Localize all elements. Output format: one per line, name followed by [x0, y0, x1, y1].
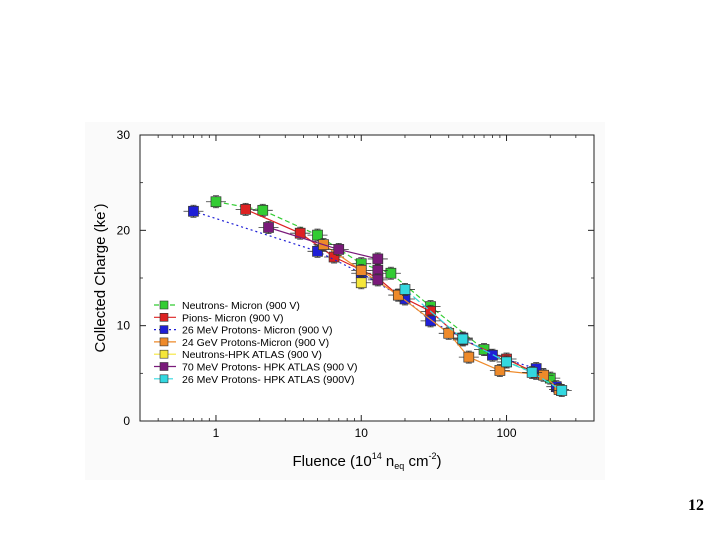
- chart: 1 10 100 0 10 20 30 Neutrons- Micron (900 V) Pi…: [85, 122, 605, 480]
- legend-label: 26 MeV Protons- HPK ATLAS (900V): [182, 374, 355, 386]
- legend: Neutrons- Micron (900 V)Pions- Micron (9…: [154, 300, 357, 386]
- y-tick-label: 10: [117, 319, 131, 333]
- legend-marker: [159, 313, 169, 322]
- data-point-marker: [463, 351, 475, 363]
- data-point-marker: [257, 204, 269, 216]
- data-point-marker: [425, 315, 436, 327]
- page-number: 12: [688, 497, 704, 514]
- x-label-close: ): [436, 453, 441, 470]
- axes: 1 10 100 0 10 20 30: [117, 128, 594, 440]
- data-point-marker: [263, 222, 274, 233]
- legend-label: 70 MeV Protons- HPK ATLAS (900 V): [182, 362, 357, 374]
- x-label-sub: eq: [394, 461, 404, 471]
- y-tick-label: 20: [117, 223, 131, 237]
- legend-label: 24 GeV Protons-Micron (900 V): [182, 337, 329, 349]
- data-point-marker: [210, 196, 222, 208]
- data-point-marker: [494, 365, 506, 376]
- data-point-marker: [526, 367, 538, 378]
- data-point-marker: [355, 277, 367, 289]
- data-point-marker: [372, 274, 384, 286]
- x-label-base: Fluence (10: [293, 453, 372, 470]
- data-point-marker: [188, 205, 199, 217]
- series-6: [258, 221, 388, 287]
- x-tick-label: 10: [355, 426, 369, 440]
- legend-label: Neutrons- Micron (900 V): [182, 300, 300, 312]
- x-axis-label: Fluence (1014 neq cm-2): [293, 451, 442, 471]
- y-label-exp: -: [90, 209, 100, 212]
- series-5: [351, 276, 372, 290]
- y-label-close: ): [92, 204, 109, 209]
- x-tick-label: 1: [213, 426, 220, 440]
- data-point-marker: [333, 244, 345, 255]
- y-tick-label: 30: [117, 128, 131, 142]
- data-point-marker: [385, 267, 397, 279]
- legend-marker: [159, 349, 169, 359]
- legend-marker: [159, 325, 169, 334]
- series-line: [193, 210, 557, 388]
- legend-marker: [159, 337, 169, 347]
- data-point-marker: [487, 349, 498, 361]
- data-point-marker: [556, 385, 568, 396]
- data-point-marker: [312, 245, 323, 257]
- x-label-end: cm: [404, 453, 428, 470]
- data-point-marker: [312, 229, 323, 241]
- data-point-marker: [240, 204, 251, 215]
- legend-label: Pions- Micron (900 V): [182, 312, 284, 324]
- x-label-exp2: -2: [428, 451, 436, 461]
- data-point-marker: [355, 265, 367, 276]
- legend-marker: [159, 374, 169, 384]
- x-label-mid: n: [382, 453, 395, 470]
- series-7: [394, 283, 572, 397]
- legend-marker: [159, 362, 169, 371]
- x-tick-label: 100: [497, 426, 517, 440]
- data-point-marker: [399, 284, 411, 295]
- data-point-marker: [294, 227, 306, 239]
- legend-label: Neutrons-HPK ATLAS (900 V): [182, 349, 322, 361]
- data-point-marker: [372, 253, 384, 265]
- legend-label: 26 MeV Protons- Micron (900 V): [182, 325, 333, 337]
- legend-marker: [159, 300, 169, 310]
- plot-frame: [139, 134, 595, 422]
- y-tick-label: 0: [123, 414, 130, 428]
- data-point-marker: [443, 327, 455, 339]
- y-axis-label: Collected Charge (ke-): [90, 204, 109, 353]
- data-point-marker: [538, 369, 549, 381]
- series-group: [183, 195, 572, 397]
- y-label-base: Collected Charge (ke: [92, 212, 109, 353]
- data-point-marker: [501, 356, 512, 368]
- chart-svg: 1 10 100 0 10 20 30 Neutrons- Micron (900 V)Pi…: [85, 122, 605, 480]
- data-point-marker: [457, 333, 469, 345]
- x-label-exp: 14: [372, 451, 382, 461]
